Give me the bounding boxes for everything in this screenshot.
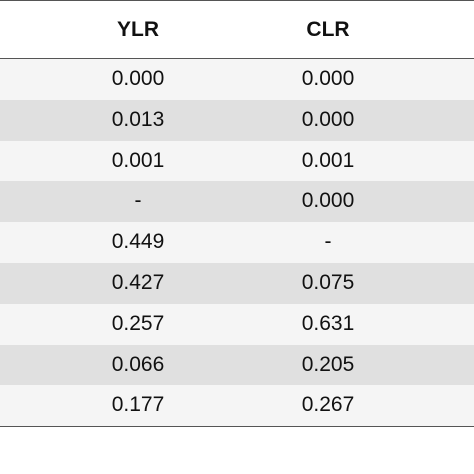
table-cell: 0.257 <box>111 311 165 335</box>
table-row: 0.066 0.205 <box>0 344 474 386</box>
table-cell: 0.000 <box>301 189 355 213</box>
table-cell: 0.000 <box>301 107 355 131</box>
bottom-rule <box>0 426 474 427</box>
header-row: YLR CLR <box>0 1 474 58</box>
table-row: 0.013 0.000 <box>0 99 474 141</box>
table-cell: 0.001 <box>301 148 355 172</box>
table-row: - 0.000 <box>0 181 474 223</box>
column-header: YLR <box>117 18 159 41</box>
table-row: 0.001 0.001 <box>0 140 474 182</box>
table-cell: 0.001 <box>111 148 165 172</box>
table-cell: 0.631 <box>301 311 355 335</box>
table-cell: 0.449 <box>111 230 165 254</box>
table-row: 0.427 0.075 <box>0 263 474 304</box>
table-cell: 0.000 <box>111 67 165 90</box>
column-header: CLR <box>306 18 350 41</box>
table-cell: - <box>324 230 332 254</box>
table-cell: 0.013 <box>111 107 165 131</box>
table-cell: - <box>134 189 142 213</box>
top-rule <box>0 0 474 1</box>
table-cell: 0.205 <box>301 352 355 376</box>
header-rule <box>0 58 474 59</box>
table-cell: 0.177 <box>111 393 165 417</box>
table-cell: 0.267 <box>301 393 355 417</box>
table-row: 0.449 - <box>0 222 474 263</box>
table-row: 0.000 0.000 <box>0 59 474 100</box>
table-row: 0.177 0.267 <box>0 385 474 427</box>
table-row: 0.257 0.631 <box>0 303 474 345</box>
table-cell: 0.427 <box>111 271 165 294</box>
table-cell: 0.066 <box>111 352 165 376</box>
table-cell: 0.000 <box>301 67 355 90</box>
table-cell: 0.075 <box>301 271 355 294</box>
